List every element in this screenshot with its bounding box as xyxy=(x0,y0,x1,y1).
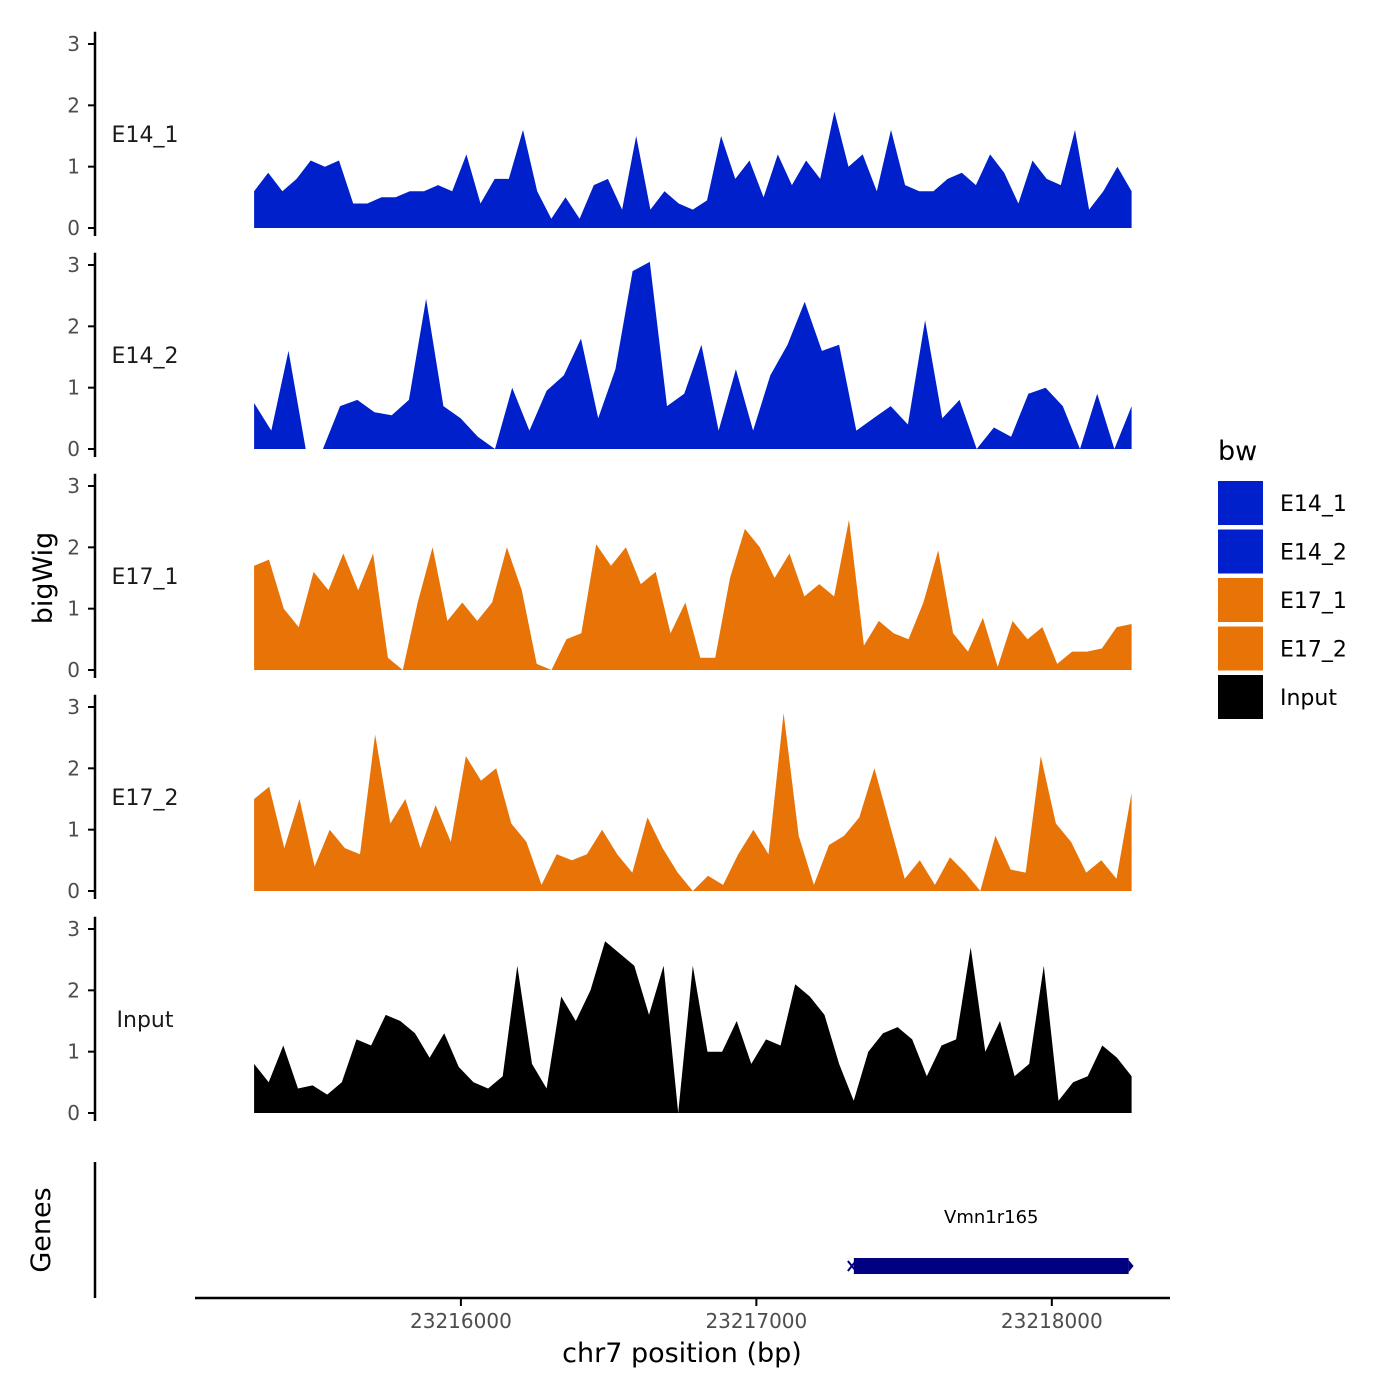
y-tick-label-E17_2-0: 0 xyxy=(67,879,80,903)
track-label-E17_1: E17_1 xyxy=(112,565,179,590)
gene-start-marker-Vmn1r165 xyxy=(847,1260,857,1272)
y-tick-label-E17_2-3: 3 xyxy=(67,695,80,719)
track-label-Input: Input xyxy=(117,1008,174,1033)
x-tick-label-23218000: 23218000 xyxy=(1001,1309,1103,1333)
track-Input: 0 1 2 3 Input xyxy=(67,916,1132,1125)
y-tick-label-E14_2-1: 1 xyxy=(67,376,80,400)
y-tick-label-Input-1: 1 xyxy=(67,1040,80,1064)
legend: bw E14_1 E14_2 E17_1 E17_2 Input xyxy=(1218,436,1347,719)
x-tick-label-23216000: 23216000 xyxy=(410,1309,512,1333)
y-tick-label-E14_2-2: 2 xyxy=(67,314,80,338)
area-Input xyxy=(254,941,1132,1113)
legend-swatch-E17_2 xyxy=(1218,626,1263,671)
legend-label-Input: Input xyxy=(1280,686,1337,711)
track-label-E14_1: E14_1 xyxy=(112,123,179,148)
genes-panel: Genes Vmn1r165 xyxy=(26,1162,1134,1298)
legend-swatch-E14_1 xyxy=(1218,481,1263,525)
y-tick-label-E14_1-2: 2 xyxy=(67,93,80,117)
area-E17_2 xyxy=(254,713,1132,891)
gene-strand-arrow-Vmn1r165 xyxy=(1128,1260,1134,1272)
legend-label-E14_2: E14_2 xyxy=(1280,541,1347,566)
genes-axis-title: Genes xyxy=(26,1187,57,1272)
legend-swatch-Input xyxy=(1218,675,1263,719)
track-E14_2: 0 1 2 3 E14_2 xyxy=(67,252,1132,461)
y-tick-label-E17_1-0: 0 xyxy=(67,658,80,682)
area-E14_1 xyxy=(254,111,1132,228)
legend-label-E17_2: E17_2 xyxy=(1280,638,1347,663)
y-tick-label-E17_1-2: 2 xyxy=(67,535,80,559)
bigwig-tracks: 0 1 2 3 E14_1 0 1 2 3 E14_2 0 1 2 3 E17_1 0 1 2 3 E17_2 0 1 2 3… xyxy=(67,31,1132,1125)
y-tick-label-E17_1-3: 3 xyxy=(67,474,80,498)
legend-swatch-E14_2 xyxy=(1218,529,1263,574)
track-label-E14_2: E14_2 xyxy=(112,344,179,369)
legend-label-E17_1: E17_1 xyxy=(1280,589,1347,614)
y-tick-label-E17_2-1: 1 xyxy=(67,818,80,842)
y-tick-label-Input-2: 2 xyxy=(67,978,80,1002)
track-label-E17_2: E17_2 xyxy=(112,786,179,811)
y-tick-label-E14_1-1: 1 xyxy=(67,155,80,179)
gene-body-Vmn1r165 xyxy=(853,1258,1129,1274)
y-tick-label-E14_2-3: 3 xyxy=(67,253,80,277)
x-ticks: 23216000 23217000 23218000 xyxy=(410,1298,1103,1333)
y-tick-label-E14_1-0: 0 xyxy=(67,216,80,240)
track-E17_1: 0 1 2 3 E17_1 xyxy=(67,473,1132,682)
legend-label-E14_1: E14_1 xyxy=(1280,492,1347,517)
gene-label-Vmn1r165: Vmn1r165 xyxy=(944,1207,1038,1228)
y-tick-label-E14_2-0: 0 xyxy=(67,437,80,461)
x-axis-title: chr7 position (bp) xyxy=(562,1338,802,1369)
y-tick-label-Input-3: 3 xyxy=(67,917,80,941)
y-tick-label-E14_1-3: 3 xyxy=(67,32,80,56)
legend-swatch-E17_1 xyxy=(1218,578,1263,622)
legend-items: E14_1 E14_2 E17_1 E17_2 Input xyxy=(1218,481,1347,719)
area-E14_2 xyxy=(254,261,1132,449)
x-tick-label-23217000: 23217000 xyxy=(705,1309,807,1333)
track-E14_1: 0 1 2 3 E14_1 xyxy=(67,31,1132,240)
track-E17_2: 0 1 2 3 E17_2 xyxy=(67,694,1132,903)
y-tick-label-E17_2-2: 2 xyxy=(67,756,80,780)
gene-glyphs: Vmn1r165 xyxy=(847,1207,1134,1274)
y-tick-label-E17_1-1: 1 xyxy=(67,597,80,621)
y-axis-title: bigWig xyxy=(28,532,59,625)
area-E17_1 xyxy=(254,519,1132,670)
y-tick-label-Input-0: 0 xyxy=(67,1101,80,1125)
legend-title: bw xyxy=(1218,436,1257,467)
x-axis: 23216000 23217000 23218000 chr7 position (… xyxy=(195,1296,1170,1369)
